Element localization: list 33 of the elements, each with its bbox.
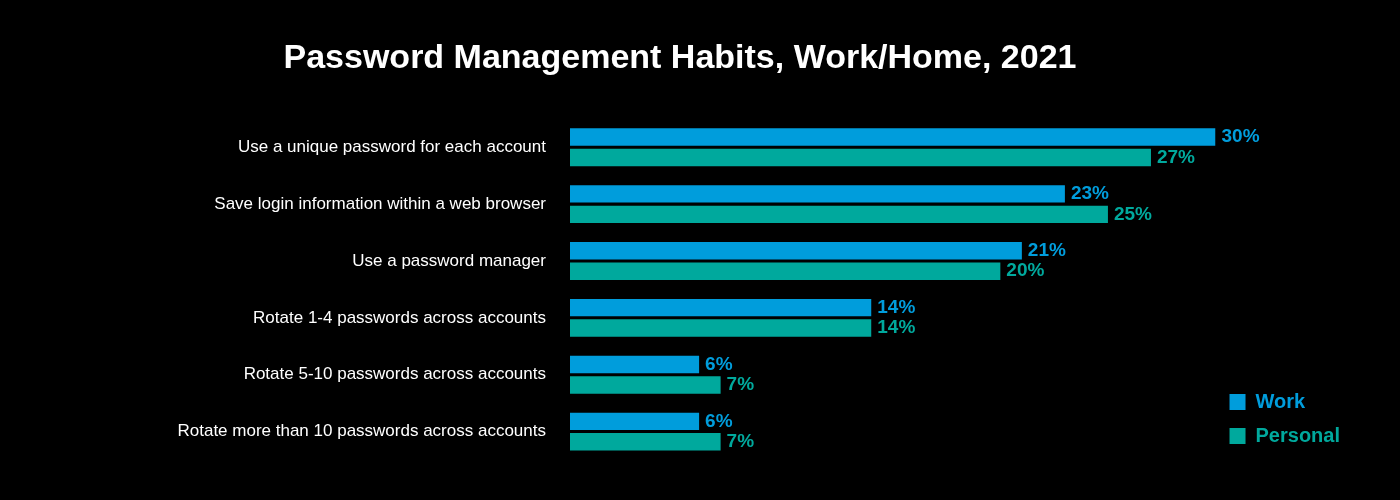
data-label: 14% [877,295,916,317]
y-tick-label: Use a password manager [352,250,547,270]
bar [570,376,721,394]
bar [570,355,700,374]
bar [570,185,1065,203]
data-label: 30% [1221,125,1260,147]
y-tick-label: Use a unique password for each account [237,136,547,156]
bar [570,412,700,431]
data-label: 25% [1113,202,1153,224]
y-tick-label: Rotate 5-10 passwords across accounts [243,364,546,384]
data-label: 7% [726,373,755,395]
bar [570,262,1001,280]
bar [570,148,1151,167]
y-tick-label: Rotate more than 10 passwords across accounts [177,421,546,441]
data-label: 23% [1070,182,1110,204]
data-label: 27% [1156,145,1196,167]
bar [570,128,1216,146]
data-label: 6% [705,352,733,374]
data-label: 7% [726,430,755,452]
bar [570,205,1108,224]
bar [570,319,872,337]
data-label: 14% [877,316,916,338]
y-tick-label: Rotate 1-4 passwords across accounts [253,307,546,327]
bar [570,433,721,451]
data-label: 6% [705,409,733,431]
legend-label: Personal [1255,423,1340,446]
y-tick-label: Save login information within a web browser [214,193,547,213]
bar [570,298,872,317]
chart-title: Password Management Habits, Work/Home, 2021 [283,36,1077,75]
data-label: 21% [1027,238,1066,260]
data-label: 20% [1006,259,1045,281]
bar [570,242,1022,260]
legend-label: Work [1255,389,1307,412]
